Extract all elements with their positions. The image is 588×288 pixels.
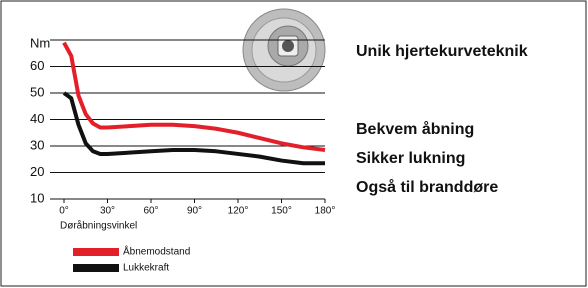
x-tick-label: 0° — [59, 206, 69, 217]
x-tick-label: 150° — [271, 206, 292, 217]
x-tick-label: 60° — [143, 206, 158, 217]
headline: Unik hjertekurveteknik — [356, 43, 528, 60]
feature: Bekvem åbning — [356, 120, 474, 138]
x-tick-label: 180° — [315, 206, 336, 217]
y-tick-label: 60 — [30, 58, 44, 73]
y-tick-label: 50 — [30, 84, 44, 99]
legend-swatch — [73, 264, 119, 272]
y-tick-label: 20 — [30, 164, 44, 179]
hinge-image — [243, 9, 325, 91]
legend-label: Åbnemodstand — [123, 245, 190, 258]
x-tick-label: 90° — [187, 206, 202, 217]
x-axis-label: Døråbningsvinkel — [60, 220, 137, 232]
y-tick-label: 30 — [30, 137, 44, 152]
y-axis-label: Nm — [30, 35, 50, 50]
feature: Sikker lukning — [356, 150, 465, 167]
x-tick-label: 30° — [100, 206, 115, 217]
legend-label: Lukkekraft — [123, 263, 169, 274]
y-tick-label: 10 — [30, 190, 44, 205]
x-tick-label: 120° — [228, 206, 249, 217]
feature: Også til branddøre — [356, 178, 498, 196]
product-panel: Nm Døråbningsvinkel Unik hjertekurvetekn… — [0, 0, 588, 288]
legend-swatch — [73, 248, 119, 256]
y-tick-label: 40 — [30, 111, 44, 126]
